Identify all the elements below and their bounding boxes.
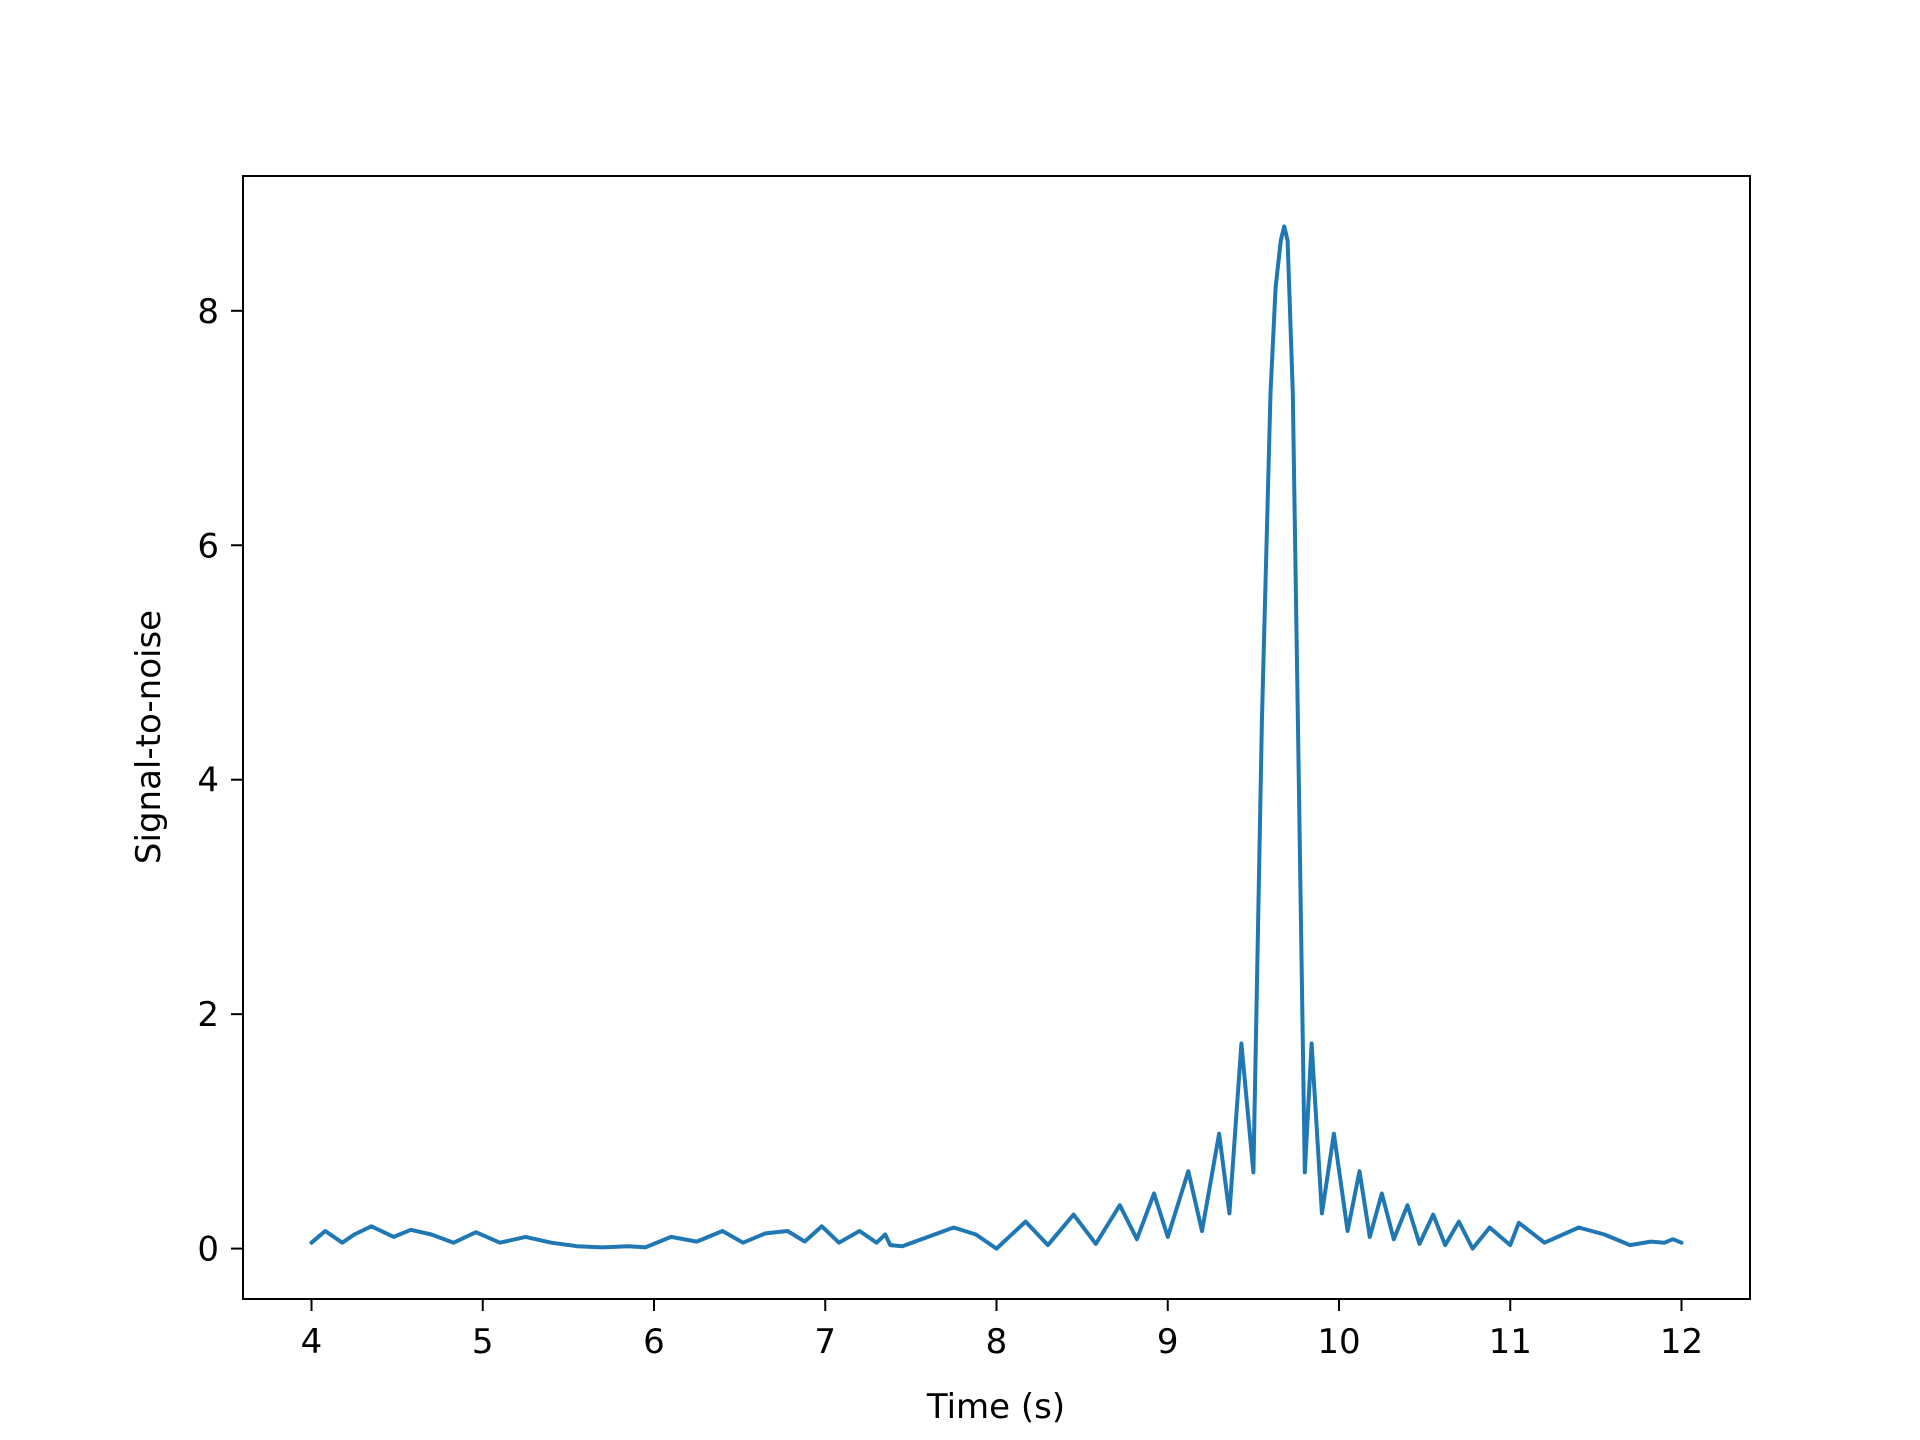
x-tick-label: 12	[1660, 1322, 1703, 1362]
x-tick-label: 11	[1489, 1322, 1532, 1362]
x-tick-label: 4	[301, 1322, 323, 1362]
y-tick-label: 2	[197, 995, 219, 1035]
series-line-0	[309, 224, 1684, 1251]
y-axis-title: Signal-to-noise	[129, 610, 169, 864]
y-tick-label: 8	[197, 292, 219, 332]
x-tick-label: 5	[472, 1322, 494, 1362]
y-axis: 0 2 4 6 8	[197, 292, 243, 1270]
x-axis: 4 5 6 7 8 9 10 11 12	[301, 1299, 1703, 1362]
y-tick-label: 6	[197, 526, 219, 566]
x-axis-title: Time (s)	[926, 1387, 1065, 1427]
x-tick-label: 10	[1317, 1322, 1360, 1362]
x-tick-label: 6	[643, 1322, 665, 1362]
y-tick-label: 0	[197, 1230, 219, 1270]
x-tick-label: 7	[814, 1322, 836, 1362]
series-layer	[309, 224, 1684, 1251]
x-tick-label: 9	[1157, 1322, 1179, 1362]
plot-area	[243, 176, 1750, 1299]
x-tick-label: 8	[986, 1322, 1008, 1362]
y-tick-label: 4	[197, 761, 219, 801]
